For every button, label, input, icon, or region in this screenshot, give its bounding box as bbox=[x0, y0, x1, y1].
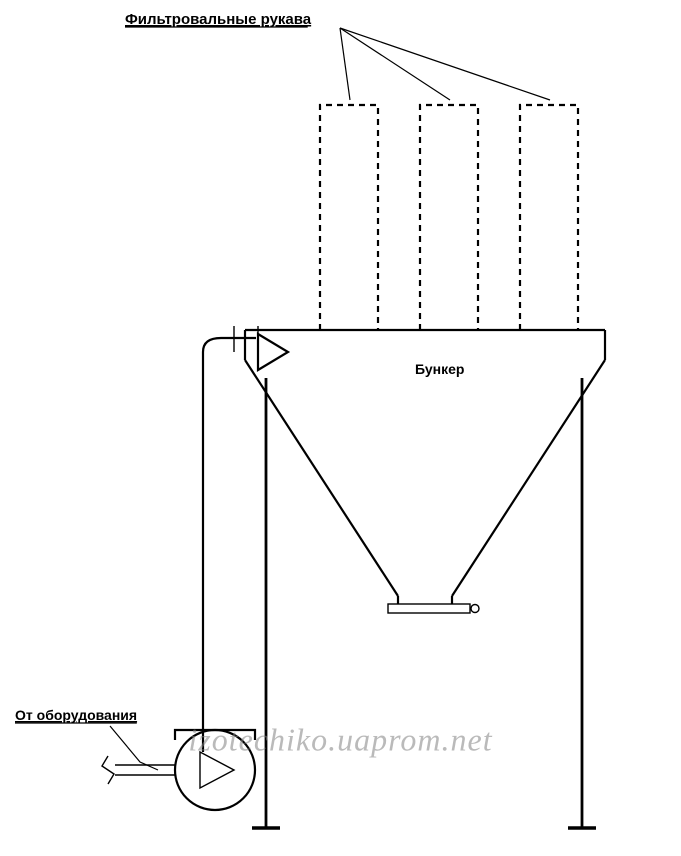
leader-line bbox=[340, 28, 450, 100]
filter-sleeve bbox=[320, 105, 378, 330]
hopper-outlet-knob bbox=[471, 605, 479, 613]
inlet-arrowhead bbox=[258, 334, 288, 370]
pipe-elbow bbox=[203, 338, 221, 352]
filter_sleeves-label: Фильтровальные рукава bbox=[125, 11, 312, 28]
bunker-label: Бункер bbox=[415, 361, 464, 377]
filter-sleeve bbox=[420, 105, 478, 330]
leader-line bbox=[340, 28, 550, 100]
leader-line bbox=[110, 726, 158, 770]
from_equipment-label: От оборудования bbox=[15, 707, 137, 723]
pipe-break-icon bbox=[102, 756, 114, 784]
fan-housing bbox=[175, 730, 255, 810]
filter-sleeve bbox=[520, 105, 578, 330]
hopper-outlet bbox=[388, 604, 470, 613]
leader-line bbox=[340, 28, 350, 100]
hopper-cone-left bbox=[245, 360, 398, 596]
